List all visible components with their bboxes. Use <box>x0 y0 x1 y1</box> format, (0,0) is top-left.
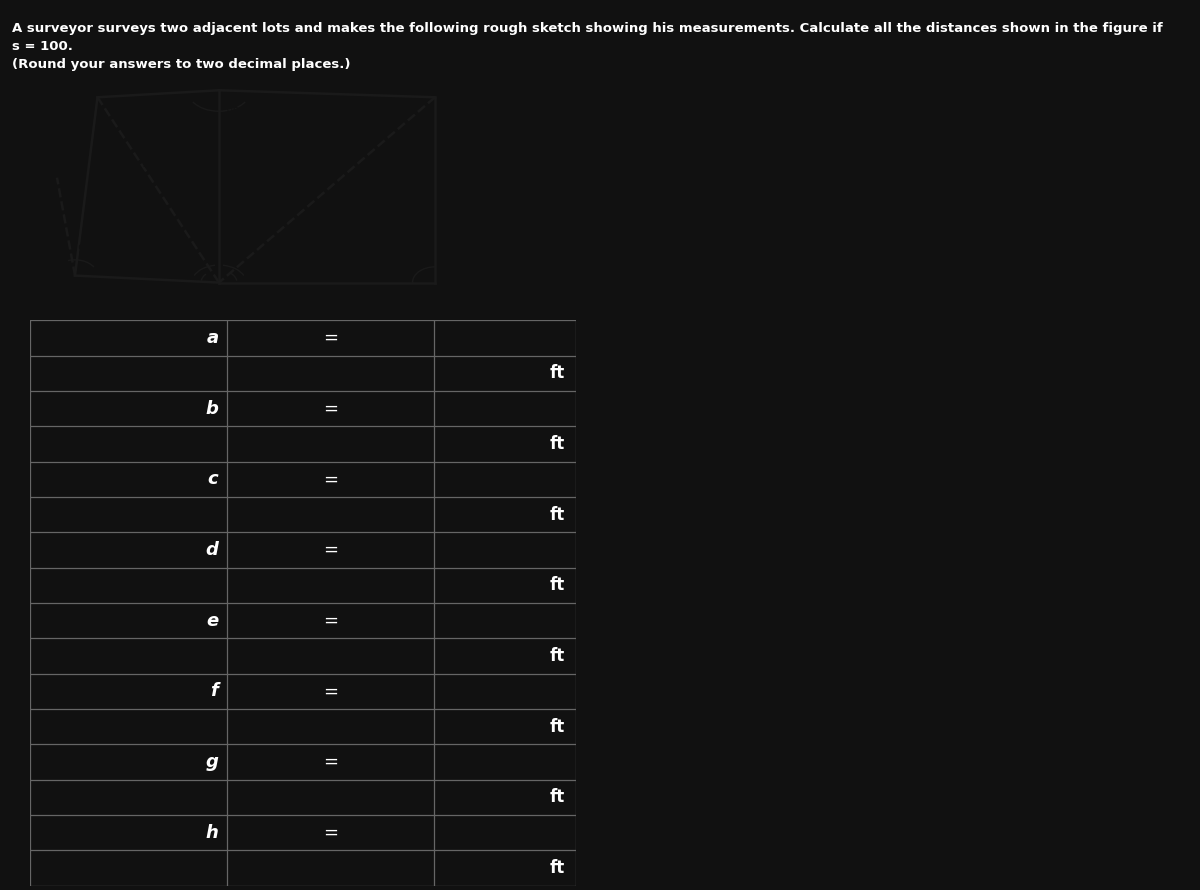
Text: a: a <box>206 329 218 347</box>
Text: 41°: 41° <box>226 232 247 246</box>
Text: ft: ft <box>550 364 565 383</box>
Text: a: a <box>130 293 138 306</box>
Text: d: d <box>230 174 239 188</box>
Text: ft: ft <box>550 717 565 736</box>
Text: =: = <box>323 470 338 489</box>
Text: c: c <box>139 67 146 81</box>
Text: s = 100.: s = 100. <box>12 40 73 53</box>
Text: =: = <box>323 683 338 700</box>
Text: 32°: 32° <box>197 232 217 246</box>
Text: b: b <box>143 156 151 170</box>
Text: c: c <box>208 470 218 489</box>
Text: =: = <box>323 541 338 559</box>
Text: g: g <box>205 753 218 771</box>
Text: 92°: 92° <box>395 250 415 263</box>
Text: 88°: 88° <box>226 107 246 119</box>
Text: =: = <box>323 400 338 417</box>
Text: 60°: 60° <box>167 250 188 263</box>
Text: f: f <box>329 163 334 177</box>
Text: =: = <box>323 329 338 347</box>
Text: g: g <box>446 174 455 188</box>
Text: e: e <box>318 67 326 81</box>
Text: 87°: 87° <box>176 107 197 119</box>
Text: e: e <box>206 611 218 629</box>
Text: s ft: s ft <box>6 174 28 188</box>
Text: 91°: 91° <box>77 243 98 255</box>
Text: 50°: 50° <box>253 250 274 263</box>
Text: =: = <box>323 753 338 771</box>
Text: ft: ft <box>550 789 565 806</box>
Text: =: = <box>323 823 338 842</box>
Text: =: = <box>323 611 338 629</box>
Text: ft: ft <box>550 506 565 523</box>
Text: ft: ft <box>550 435 565 453</box>
Text: A surveyor surveys two adjacent lots and makes the following rough sketch showin: A surveyor surveys two adjacent lots and… <box>12 22 1163 36</box>
Text: d: d <box>205 541 218 559</box>
Text: h: h <box>318 293 326 306</box>
Text: (Round your answers to two decimal places.): (Round your answers to two decimal place… <box>12 58 350 71</box>
Text: ft: ft <box>550 647 565 665</box>
Text: h: h <box>205 823 218 842</box>
Text: f: f <box>210 683 218 700</box>
Text: ft: ft <box>550 859 565 877</box>
Text: b: b <box>205 400 218 417</box>
Text: ft: ft <box>550 577 565 595</box>
